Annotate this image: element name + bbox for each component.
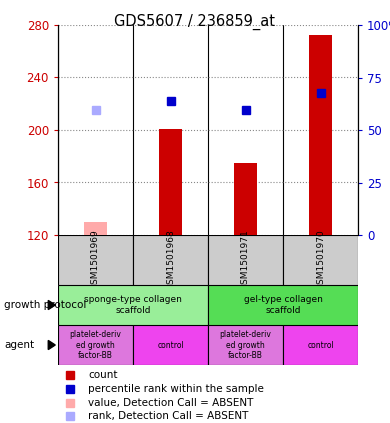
Bar	[208, 325, 283, 365]
Text: sponge-type collagen
scaffold: sponge-type collagen scaffold	[84, 295, 182, 315]
Bar	[283, 325, 358, 365]
Bar	[208, 285, 358, 325]
Bar	[58, 325, 133, 365]
Text: agent: agent	[4, 340, 34, 350]
Bar	[133, 325, 208, 365]
Text: GSM1501968: GSM1501968	[166, 230, 175, 290]
Text: GSM1501970: GSM1501970	[316, 230, 325, 290]
Text: control: control	[157, 341, 184, 349]
Bar	[58, 285, 208, 325]
Bar	[133, 235, 208, 285]
Text: rank, Detection Call = ABSENT: rank, Detection Call = ABSENT	[88, 411, 248, 421]
Text: percentile rank within the sample: percentile rank within the sample	[88, 385, 264, 394]
Text: GSM1501971: GSM1501971	[241, 230, 250, 290]
Text: GDS5607 / 236859_at: GDS5607 / 236859_at	[115, 14, 275, 30]
Text: platelet-deriv
ed growth
factor-BB: platelet-deriv ed growth factor-BB	[220, 330, 271, 360]
Bar	[58, 235, 133, 285]
Text: platelet-deriv
ed growth
factor-BB: platelet-deriv ed growth factor-BB	[69, 330, 121, 360]
Bar	[283, 235, 358, 285]
Bar	[208, 235, 283, 285]
Text: gel-type collagen
scaffold: gel-type collagen scaffold	[244, 295, 323, 315]
Text: count: count	[88, 371, 117, 380]
Bar	[234, 163, 257, 235]
Bar	[309, 36, 332, 235]
Text: growth protocol: growth protocol	[4, 300, 86, 310]
Text: GSM1501969: GSM1501969	[91, 230, 100, 290]
Bar	[84, 222, 107, 235]
Text: control: control	[307, 341, 334, 349]
Bar	[159, 129, 182, 235]
Text: value, Detection Call = ABSENT: value, Detection Call = ABSENT	[88, 398, 254, 408]
